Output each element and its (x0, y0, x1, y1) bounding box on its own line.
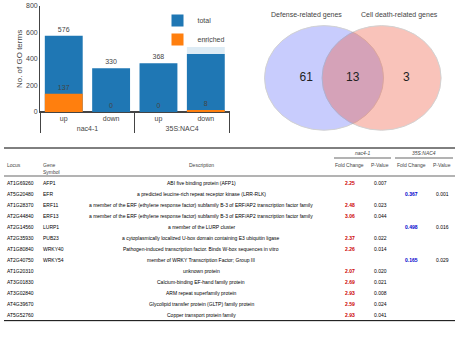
svg-text:down: down (103, 115, 120, 122)
svg-text:576: 576 (58, 26, 70, 33)
svg-text:up: up (60, 115, 68, 123)
svg-text:AT3G02840: AT3G02840 (7, 290, 34, 296)
svg-text:35S:NAC4: 35S:NAC4 (166, 125, 199, 132)
svg-text:nac4-1: nac4-1 (77, 125, 99, 132)
svg-text:2.25: 2.25 (345, 180, 355, 186)
svg-text:0.014: 0.014 (374, 246, 387, 252)
svg-text:0.021: 0.021 (374, 279, 387, 285)
svg-text:ERF13: ERF13 (43, 213, 59, 219)
svg-text:a member of the ERF (ethylene: a member of the ERF (ethylene response f… (89, 202, 313, 208)
svg-text:a member of the LURP cluster: a member of the LURP cluster (168, 224, 235, 230)
svg-text:a cytoplasmically localized U-: a cytoplasmically localized U-box domain… (122, 235, 280, 241)
svg-text:2.48: 2.48 (345, 202, 355, 208)
svg-text:2.07: 2.07 (345, 268, 355, 274)
svg-text:2.26: 2.26 (345, 246, 355, 252)
svg-text:400: 400 (26, 55, 38, 62)
svg-text:13: 13 (346, 70, 360, 84)
svg-text:800: 800 (26, 2, 38, 9)
svg-text:Fold Change: Fold Change (335, 162, 364, 168)
svg-text:GeneSymbol: GeneSymbol (43, 162, 60, 175)
svg-text:EFR: EFR (43, 191, 53, 197)
svg-text:0.022: 0.022 (374, 235, 387, 241)
svg-text:0.041: 0.041 (374, 312, 387, 318)
svg-text:Defense-related genes: Defense-related genes (271, 11, 342, 19)
svg-text:ERF11: ERF11 (43, 202, 58, 208)
svg-text:3.06: 3.06 (345, 213, 355, 219)
svg-text:Fold Change: Fold Change (397, 162, 426, 168)
svg-text:0.165: 0.165 (405, 257, 418, 263)
svg-text:330: 330 (105, 58, 117, 65)
svg-text:Copper transport protein famil: Copper transport protein family (167, 312, 236, 318)
svg-text:AT4G39670: AT4G39670 (7, 301, 34, 307)
svg-text:AT5G52760: AT5G52760 (7, 312, 34, 318)
svg-text:member of WRKY Transcription F: member of WRKY Transcription Factor; Gro… (147, 257, 255, 263)
svg-text:0.020: 0.020 (374, 268, 387, 274)
svg-text:200: 200 (26, 82, 38, 89)
svg-text:AT3G01830: AT3G01830 (7, 279, 34, 285)
svg-text:P-Value: P-Value (433, 162, 451, 168)
svg-text:AT1G80840: AT1G80840 (7, 246, 34, 252)
svg-text:0: 0 (109, 102, 113, 109)
svg-text:WRKY40: WRKY40 (43, 246, 64, 252)
svg-text:Locus: Locus (7, 162, 21, 168)
svg-text:a predicted leucine-rich repea: a predicted leucine-rich repeat receptor… (137, 191, 266, 197)
svg-text:2.93: 2.93 (345, 312, 355, 318)
svg-text:a member of the ERF (ethylene: a member of the ERF (ethylene response f… (89, 213, 313, 219)
svg-text:AT1G20310: AT1G20310 (7, 268, 34, 274)
svg-text:8: 8 (204, 100, 208, 107)
svg-text:0.367: 0.367 (405, 191, 418, 197)
svg-text:0: 0 (34, 108, 38, 115)
svg-text:AT1G69260: AT1G69260 (7, 180, 34, 186)
svg-text:0.024: 0.024 (374, 301, 387, 307)
svg-text:368: 368 (153, 53, 165, 60)
svg-text:137: 137 (58, 84, 70, 91)
svg-text:AT5G20480: AT5G20480 (7, 191, 34, 197)
svg-text:nac4-1: nac4-1 (355, 150, 371, 156)
svg-text:0.007: 0.007 (374, 180, 387, 186)
svg-text:LURP1: LURP1 (43, 224, 59, 230)
svg-text:0.044: 0.044 (374, 213, 387, 219)
svg-text:ARM repeat superfamily protein: ARM repeat superfamily protein (166, 290, 237, 296)
svg-text:No. of GO terms: No. of GO terms (15, 30, 24, 88)
svg-text:ABI five binding protein (AFP1: ABI five binding protein (AFP1) (167, 180, 236, 186)
svg-text:enriched: enriched (198, 36, 225, 43)
svg-text:AT2G40750: AT2G40750 (7, 257, 34, 263)
svg-text:0.023: 0.023 (374, 202, 387, 208)
svg-text:0.008: 0.008 (374, 290, 387, 296)
svg-text:0.001: 0.001 (436, 191, 449, 197)
svg-text:unknown protein: unknown protein (183, 268, 220, 274)
svg-text:Glycolipid transfer protein (G: Glycolipid transfer protein (GLTP) famil… (149, 301, 254, 307)
svg-text:AT1G28370: AT1G28370 (7, 202, 34, 208)
svg-text:down: down (197, 115, 214, 122)
svg-text:AT2G35930: AT2G35930 (7, 235, 34, 241)
svg-text:P-Value: P-Value (371, 162, 389, 168)
svg-text:AT2G44840: AT2G44840 (7, 213, 34, 219)
svg-text:0: 0 (156, 102, 160, 109)
svg-text:Pathogen-induced transcription: Pathogen-induced transcription factor. B… (123, 246, 279, 252)
svg-text:3: 3 (403, 70, 410, 84)
svg-text:up: up (155, 115, 163, 123)
svg-text:0.498: 0.498 (405, 224, 418, 230)
svg-text:Calcium-binding EF-hand family: Calcium-binding EF-hand family protein (157, 279, 245, 285)
svg-text:Cell death-related genes: Cell death-related genes (361, 11, 438, 19)
svg-text:61: 61 (299, 70, 313, 84)
svg-text:2.37: 2.37 (345, 235, 355, 241)
svg-text:AFP1: AFP1 (43, 180, 56, 186)
svg-text:total: total (198, 17, 212, 24)
svg-text:2.59: 2.59 (345, 301, 355, 307)
svg-text:Description: Description (189, 162, 214, 168)
svg-text:PUB23: PUB23 (43, 235, 59, 241)
svg-text:WRKY54: WRKY54 (43, 257, 64, 263)
svg-text:35S:NAC4: 35S:NAC4 (412, 150, 436, 156)
svg-text:0.029: 0.029 (436, 257, 449, 263)
svg-text:0.016: 0.016 (436, 224, 449, 230)
svg-text:AT2G14560: AT2G14560 (7, 224, 34, 230)
svg-text:600: 600 (26, 29, 38, 36)
svg-text:2.69: 2.69 (345, 279, 355, 285)
svg-text:2.93: 2.93 (345, 290, 355, 296)
